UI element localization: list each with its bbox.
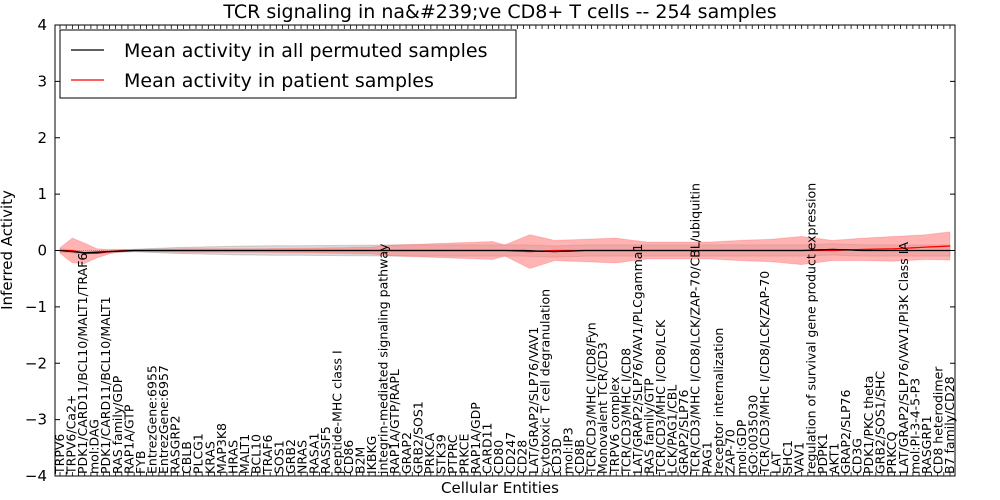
x-tick-label: PRKCQ	[884, 432, 899, 474]
x-tick-label: GRB2/SOS1/SHC	[873, 371, 888, 474]
x-tick-label: VAV1	[792, 442, 807, 474]
x-tick-label: NRAS	[295, 440, 310, 474]
x-tick-label: PDK1/PKC theta	[861, 376, 876, 474]
x-tick-label: CD3D	[549, 438, 564, 474]
x-tick-label: cytotoxic T cell degranulation	[538, 289, 553, 474]
x-tick-label: GO:0035030	[746, 395, 761, 474]
x-tick-label: CD247	[503, 432, 518, 474]
x-tick-label: SHC1	[780, 440, 795, 474]
x-tick-label: KRAS	[202, 441, 217, 474]
x-tick-label: Monovalent TCR/CD3	[595, 342, 610, 474]
chart-title: TCR signaling in na&#239;ve CD8+ T cells…	[222, 1, 776, 23]
x-tick-label: mol:IP3	[561, 427, 576, 474]
x-tick-label: TRPV6/Ca2+	[64, 395, 79, 475]
x-tick-label: LCK/PAG1/CBL	[665, 385, 680, 474]
legend: Mean activity in all permuted samples Me…	[59, 29, 517, 99]
x-tick-label: RASGRP2	[168, 415, 183, 474]
x-tick-label: GRB2	[283, 439, 298, 474]
x-tick-label: EntrezGene:6957	[156, 365, 171, 474]
x-tick-label: RAP1A/GTP/RAPL	[387, 369, 402, 474]
legend-label-patient: Mean activity in patient samples	[124, 70, 434, 92]
x-tick-label: B2M	[353, 447, 368, 474]
x-tick-label: LAT	[769, 451, 784, 474]
x-tick-label: TCR/CD3/MHC I/CD8/LCK	[653, 319, 668, 475]
x-tick-label: MAP3K8	[214, 423, 229, 474]
x-tick-label: TCR/CD3/MHC I/CD8	[618, 348, 633, 475]
x-tick-label: GRAP2/SLP76	[838, 389, 853, 474]
x-tick-label: BCL10	[249, 434, 264, 474]
x-tick-label: MALT1	[237, 434, 252, 474]
x-tick-label: AKT1	[826, 443, 841, 474]
x-tick-label: CD80	[491, 440, 506, 474]
x-tick-label: IKBKG	[364, 436, 379, 474]
y-tick-label: 1	[37, 185, 47, 203]
x-tick-label: GRAP2	[399, 432, 414, 474]
x-tick-label: CD28	[514, 440, 529, 474]
x-tick-label: LAT/GRAP2/SLP76/VAV1	[526, 327, 541, 474]
x-tick-label: PRKCA	[422, 433, 437, 474]
y-tick-label: −2	[25, 354, 47, 372]
x-tick-label: RASGRP1	[919, 415, 934, 474]
x-tick-label: RAP1A/GDP	[468, 402, 483, 474]
x-tick-label: LAT/GRAP2/SLP76/VAV1/PI3K Class IA	[896, 242, 911, 474]
x-tick-label: CD3G	[850, 438, 865, 474]
x-tick-label: GRAP2/SLP76	[676, 389, 691, 474]
x-tick-label: regulation of survival gene product expr…	[803, 183, 818, 474]
x-tick-label: CD8B	[572, 439, 587, 474]
y-tick-label: 3	[37, 72, 47, 90]
x-tick-label: CD86	[341, 440, 356, 474]
x-tick-label: TCR/CD3/MHC I/CD8/LCK/ZAP-70	[757, 271, 772, 475]
series-lines	[59, 245, 951, 254]
x-tick-label: PDK1/CARD11/BCL10/MALT1/TRAF6	[75, 253, 90, 474]
x-tick-label: receptor internalization	[711, 328, 726, 474]
x-tick-label: CARD11	[480, 423, 495, 475]
y-tick-label: 0	[37, 242, 47, 260]
y-tick-label: −4	[25, 467, 47, 485]
x-tick-label: STK39	[433, 434, 448, 474]
x-tick-label: SOS1	[272, 440, 287, 474]
y-tick-label: 2	[37, 129, 47, 147]
x-tick-label: LAT/GRAP2/SLP76/VAV1/PLCgamma1	[630, 244, 645, 474]
x-tick-label: CBLB	[179, 441, 194, 474]
x-tick-label: PTPRC	[445, 434, 460, 474]
series-line-0	[59, 248, 950, 254]
x-tick-label: integrin-mediated signaling pathway	[376, 243, 391, 474]
x-tick-label: HRAS	[225, 440, 240, 474]
legend-label-permuted: Mean activity in all permuted samples	[124, 40, 487, 62]
x-tick-label: TRPV6 complex	[607, 377, 622, 475]
x-tick-label: EntrezGene:6955	[145, 365, 160, 474]
x-tick-label: mol:PI-3-4-5-P3	[907, 378, 922, 474]
x-tick-label: mol:DAG	[87, 419, 102, 474]
x-axis-label: Cellular Entities	[441, 479, 559, 497]
x-tick-label: FYB	[133, 451, 148, 474]
x-tick-label: PAG1	[699, 441, 714, 474]
x-tick-label: RASSF5	[318, 426, 333, 474]
x-tick-label: RAS family/GTP	[642, 378, 657, 474]
x-tick-label: peptide-MHC class I	[329, 350, 344, 474]
x-tick-label: ZAP-70	[722, 429, 737, 474]
y-tick-label: −3	[25, 411, 47, 429]
x-tick-label: PLCG1	[191, 433, 206, 474]
x-tick-label: RASA1	[306, 433, 321, 474]
y-tick-label: 4	[37, 16, 47, 34]
x-tick-label: B7 family/CD28	[942, 376, 957, 474]
x-tick-label: TCR/CD3/MHC I/CD8/Fyn	[584, 322, 599, 475]
y-axis-label: Inferred Activity	[0, 190, 16, 310]
y-tick-label: −1	[25, 298, 47, 316]
y-axis: −4 −3 −2 −1 0 1 2 3 4	[25, 16, 955, 485]
x-tick-label: RAS family/GDP	[110, 375, 125, 474]
legend-box	[59, 29, 517, 99]
x-axis: TRPV6TRPV6/Ca2+PDK1/CARD11/BCL10/MALT1/T…	[52, 25, 957, 476]
x-tick-label: TCR/CD3/MHC I/CD8/LCK/ZAP-70/CBL/ubiquit…	[688, 183, 703, 475]
x-tick-label: RAP1A/GTP	[121, 404, 136, 474]
x-tick-label: GRB2/SOS1	[410, 401, 425, 474]
x-tick-label: PRKCE	[457, 434, 472, 474]
x-tick-label: TRAF6	[260, 434, 275, 475]
x-tick-label: mol:GDP	[734, 419, 749, 474]
x-tick-label: TRPV6	[52, 434, 67, 475]
x-tick-label: PDK1/CARD11/BCL10/MALT1	[98, 296, 113, 474]
x-tick-label: PDPK1	[815, 433, 830, 474]
x-tick-label: CD8 heterodimer	[930, 366, 945, 474]
